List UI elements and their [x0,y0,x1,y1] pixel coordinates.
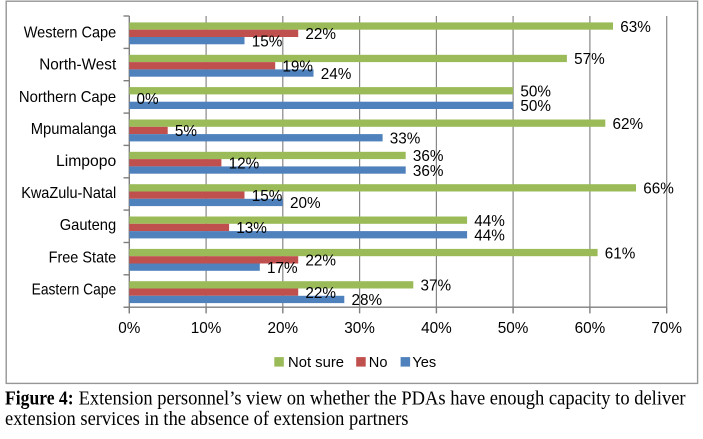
svg-text:Yes: Yes [412,355,436,371]
svg-text:North-West: North-West [39,57,117,74]
svg-text:61%: 61% [605,245,636,262]
svg-text:36%: 36% [413,148,444,165]
svg-text:Extension personnel’s view on: Extension personnel’s view on whether th… [79,388,686,410]
svg-text:63%: 63% [620,19,651,36]
svg-text:Western Cape: Western Cape [24,25,117,42]
svg-text:No: No [369,355,388,371]
svg-text:15%: 15% [252,188,283,205]
svg-text:19%: 19% [282,59,313,76]
svg-text:20%: 20% [267,320,298,337]
svg-text:50%: 50% [520,84,551,101]
svg-text:20%: 20% [290,195,321,212]
svg-text:KwaZulu-Natal: KwaZulu-Natal [21,185,116,202]
svg-text:24%: 24% [321,66,352,83]
svg-text:Limpopo: Limpopo [56,153,116,170]
svg-text:30%: 30% [344,320,375,337]
svg-text:62%: 62% [613,116,644,133]
svg-text:10%: 10% [191,320,222,337]
svg-text:37%: 37% [421,278,452,295]
svg-text:17%: 17% [267,260,298,277]
svg-text:0%: 0% [137,91,160,108]
svg-text:22%: 22% [305,253,336,270]
svg-text:Eastern Cape: Eastern Cape [32,282,117,299]
svg-text:50%: 50% [498,320,529,337]
svg-text:Northern Cape: Northern Cape [19,89,116,106]
svg-text:13%: 13% [236,220,267,237]
svg-text:15%: 15% [252,33,283,50]
svg-text:0%: 0% [118,320,141,337]
svg-text:50%: 50% [520,98,551,115]
svg-text:28%: 28% [352,292,383,309]
svg-text:12%: 12% [229,156,260,173]
svg-text:Gauteng: Gauteng [60,217,117,234]
svg-text:22%: 22% [305,26,336,43]
svg-text:60%: 60% [575,320,606,337]
svg-text:70%: 70% [651,320,682,337]
svg-text:44%: 44% [474,228,505,245]
svg-text:5%: 5% [175,123,198,140]
svg-text:extension services in the abse: extension services in the absence of ext… [5,408,409,430]
svg-text:Free State: Free State [49,249,117,266]
svg-text:40%: 40% [421,320,452,337]
svg-text:33%: 33% [390,131,421,148]
svg-text:44%: 44% [474,213,505,230]
svg-text:Not sure: Not sure [288,355,344,371]
svg-text:Figure 4:: Figure 4: [5,388,74,410]
svg-text:22%: 22% [305,285,336,302]
svg-text:66%: 66% [643,181,674,198]
svg-text:36%: 36% [413,163,444,180]
svg-text:57%: 57% [574,51,605,68]
svg-text:Mpumalanga: Mpumalanga [31,121,117,138]
